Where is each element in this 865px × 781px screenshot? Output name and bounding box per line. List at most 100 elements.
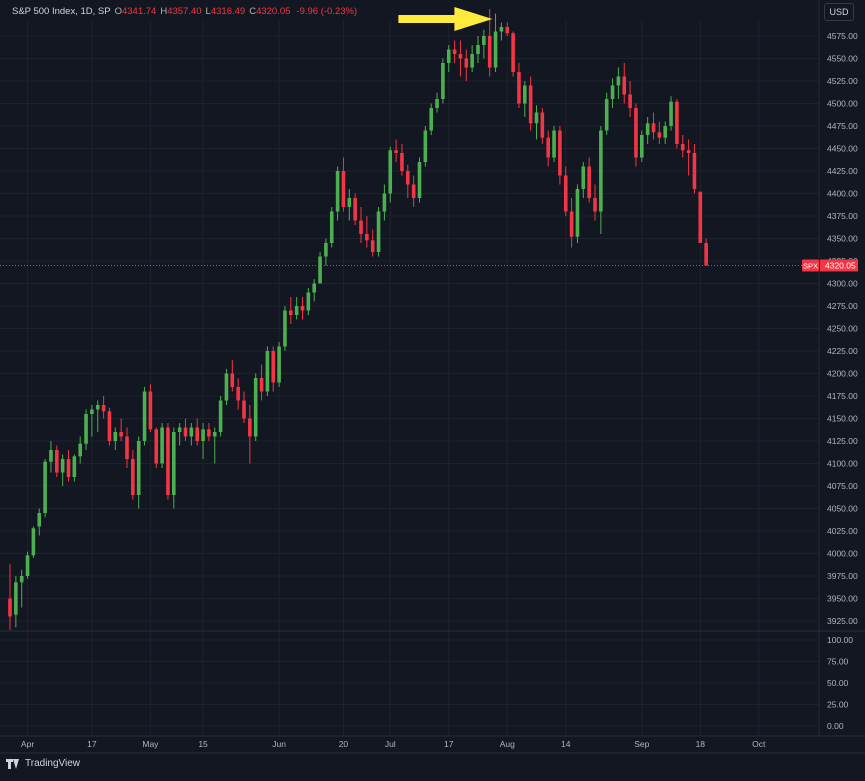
candle-body[interactable] — [628, 94, 632, 109]
candle-body[interactable] — [125, 436, 129, 460]
candle-body[interactable] — [335, 171, 340, 212]
candle-body[interactable] — [546, 137, 550, 158]
candle-body[interactable] — [616, 76, 621, 86]
tradingview-logo[interactable]: TradingView — [6, 758, 80, 769]
candle-body[interactable] — [575, 189, 580, 237]
candle-body[interactable] — [470, 54, 474, 68]
candle-body[interactable] — [172, 432, 176, 495]
candle-body[interactable] — [458, 54, 463, 59]
candle-body[interactable] — [505, 27, 510, 34]
candle-body[interactable] — [441, 63, 445, 99]
candle-body[interactable] — [101, 405, 106, 412]
candle-body[interactable] — [259, 378, 264, 392]
candle-body[interactable] — [435, 99, 439, 108]
candle-body[interactable] — [300, 306, 305, 311]
candle-body[interactable] — [72, 456, 77, 477]
candle-body[interactable] — [359, 220, 363, 235]
candle-body[interactable] — [294, 306, 299, 315]
candle-body[interactable] — [622, 76, 627, 95]
candle-body[interactable] — [657, 132, 662, 138]
candle-body[interactable] — [563, 175, 568, 212]
candle-body[interactable] — [417, 162, 422, 198]
candle-body[interactable] — [195, 427, 199, 442]
candle-body[interactable] — [675, 101, 679, 144]
candle-body[interactable] — [464, 58, 469, 68]
candle-body[interactable] — [528, 85, 533, 124]
candle-body[interactable] — [107, 411, 112, 441]
candle-body[interactable] — [25, 555, 30, 576]
candle-body[interactable] — [493, 31, 498, 68]
candle-body[interactable] — [558, 130, 562, 176]
candle-body[interactable] — [523, 85, 527, 104]
candle-body[interactable] — [423, 130, 428, 163]
candle-body[interactable] — [353, 198, 357, 221]
candle-body[interactable] — [60, 459, 65, 473]
candle-body[interactable] — [370, 240, 375, 252]
candle-body[interactable] — [14, 582, 18, 615]
candle-body[interactable] — [66, 459, 71, 477]
candle-body[interactable] — [207, 429, 211, 437]
candle-body[interactable] — [376, 211, 381, 253]
candle-body[interactable] — [388, 150, 393, 194]
candle-body[interactable] — [499, 27, 504, 32]
candle-body[interactable] — [90, 409, 94, 415]
candle-body[interactable] — [698, 191, 703, 243]
candle-body[interactable] — [645, 123, 650, 135]
candle-body[interactable] — [265, 351, 270, 392]
candle-body[interactable] — [312, 283, 316, 293]
candle-body[interactable] — [476, 45, 480, 54]
candle-body[interactable] — [487, 36, 492, 68]
candle-body[interactable] — [411, 184, 416, 199]
candle-body[interactable] — [84, 414, 88, 444]
candle-body[interactable] — [610, 85, 615, 100]
candle-body[interactable] — [604, 99, 609, 131]
candle-body[interactable] — [289, 310, 293, 316]
candle-body[interactable] — [136, 441, 141, 495]
candle-body[interactable] — [166, 427, 170, 496]
candle-body[interactable] — [49, 450, 53, 462]
candle-body[interactable] — [19, 576, 24, 583]
candle-body[interactable] — [201, 429, 205, 441]
annotation-arrow[interactable] — [398, 7, 493, 31]
candle-body[interactable] — [634, 108, 638, 158]
candle-body[interactable] — [131, 459, 135, 495]
candle-body[interactable] — [148, 391, 153, 430]
candle-body[interactable] — [8, 598, 12, 617]
candle-body[interactable] — [581, 166, 586, 190]
candle-body[interactable] — [704, 243, 708, 266]
candle-body[interactable] — [482, 36, 486, 45]
candle-body[interactable] — [540, 112, 545, 138]
candle-body[interactable] — [160, 427, 164, 464]
candle-body[interactable] — [306, 292, 311, 311]
candle-body[interactable] — [394, 150, 398, 153]
candle-body[interactable] — [382, 193, 387, 212]
candle-body[interactable] — [277, 346, 281, 383]
currency-button[interactable]: USD — [824, 3, 854, 21]
candle-body[interactable] — [329, 211, 334, 244]
candle-body[interactable] — [154, 429, 159, 464]
candle-body[interactable] — [142, 391, 147, 442]
candle-body[interactable] — [324, 243, 328, 257]
candle-body[interactable] — [31, 528, 36, 556]
candle-body[interactable] — [552, 130, 556, 158]
candle-body[interactable] — [43, 461, 47, 513]
symbol-title[interactable]: S&P 500 Index, 1D, SP — [12, 6, 111, 17]
candle-body[interactable] — [189, 427, 194, 437]
candle-body[interactable] — [663, 126, 667, 138]
last-price-tag[interactable] — [820, 259, 858, 272]
ticker-tag[interactable] — [802, 259, 819, 272]
candle-body[interactable] — [55, 450, 59, 473]
candle-body[interactable] — [283, 310, 287, 347]
candle-body[interactable] — [78, 443, 82, 457]
candle-body[interactable] — [242, 400, 246, 419]
candle-body[interactable] — [569, 211, 574, 237]
candle-body[interactable] — [183, 427, 188, 437]
candle-body[interactable] — [517, 72, 521, 104]
candle-body[interactable] — [119, 432, 123, 437]
candle-body[interactable] — [341, 171, 346, 207]
candle-body[interactable] — [400, 153, 404, 171]
candle-body[interactable] — [406, 171, 410, 185]
candle-body[interactable] — [651, 123, 656, 133]
candle-body[interactable] — [253, 378, 258, 437]
